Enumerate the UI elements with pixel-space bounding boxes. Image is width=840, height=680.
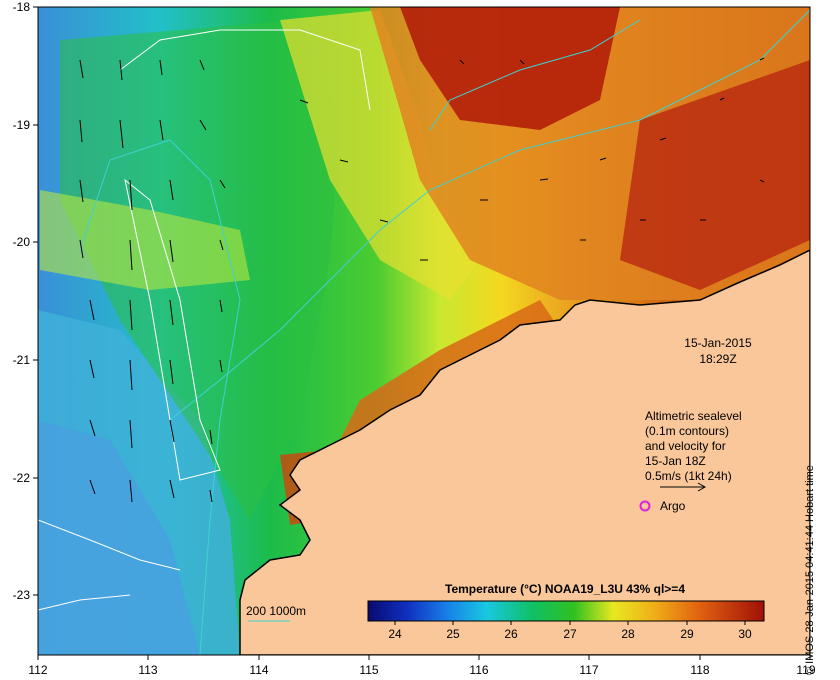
colorbar-tick-label: 27 bbox=[563, 627, 577, 641]
lat-tick-label: -19 bbox=[13, 118, 31, 132]
copyright-text: © IMOS 28-Jan-2015 04:41:44 Hobart time bbox=[804, 465, 816, 675]
lon-tick-label: 117 bbox=[579, 663, 598, 677]
altimetry-note-line: 0.5m/s (1kt 24h) bbox=[645, 469, 732, 483]
lon-axis: 112 113 114 115 116 117 118 119 bbox=[28, 655, 816, 677]
lon-tick-label: 119 bbox=[796, 663, 815, 677]
colorbar-tick-label: 25 bbox=[446, 627, 460, 641]
lon-tick-label: 115 bbox=[359, 663, 378, 677]
timestamp-time: 18:29Z bbox=[699, 352, 736, 366]
colorbar-ticks: 24 25 26 27 28 29 30 bbox=[388, 621, 752, 641]
colorbar-tick-label: 30 bbox=[738, 627, 752, 641]
timestamp-date: 15-Jan-2015 bbox=[684, 336, 752, 350]
lat-tick-label: -23 bbox=[13, 588, 31, 602]
lat-tick-label: -20 bbox=[13, 235, 31, 249]
velocity-scale-arrow-icon bbox=[660, 482, 707, 492]
argo-marker-icon bbox=[639, 500, 651, 512]
lat-tick-label: -18 bbox=[13, 0, 31, 14]
altimetry-note-line: Altimetric sealevel bbox=[645, 409, 742, 423]
velocity-vectors bbox=[79, 57, 765, 503]
lon-tick-label: 116 bbox=[469, 663, 488, 677]
lon-tick-label: 114 bbox=[249, 663, 268, 677]
altimetry-note-line: 15-Jan 18Z bbox=[645, 454, 706, 468]
colorbar-tick-label: 29 bbox=[680, 627, 694, 641]
lat-tick-label: -21 bbox=[13, 353, 31, 367]
bathymetry-label: 200 1000m bbox=[246, 604, 306, 618]
altimetry-note-line: and velocity for bbox=[645, 439, 726, 453]
colorbar-tick-label: 28 bbox=[621, 627, 635, 641]
colorbar bbox=[367, 600, 765, 622]
lon-tick-label: 112 bbox=[28, 663, 47, 677]
lon-tick-label: 118 bbox=[690, 663, 709, 677]
colorbar-title: Temperature (°C) NOAA19_L3U 43% ql>=4 bbox=[445, 582, 685, 596]
altimetry-note-line: (0.1m contours) bbox=[645, 424, 729, 438]
colorbar-tick-label: 24 bbox=[388, 627, 402, 641]
lat-axis: -18 -19 -20 -21 -22 -23 bbox=[13, 0, 38, 602]
lon-tick-label: 113 bbox=[138, 663, 157, 677]
sst-field bbox=[38, 7, 810, 655]
colorbar-tick-label: 26 bbox=[504, 627, 518, 641]
plot-frame bbox=[37, 6, 811, 656]
lat-tick-label: -22 bbox=[13, 471, 31, 485]
argo-label: Argo bbox=[660, 499, 686, 513]
land-mass bbox=[239, 249, 810, 655]
